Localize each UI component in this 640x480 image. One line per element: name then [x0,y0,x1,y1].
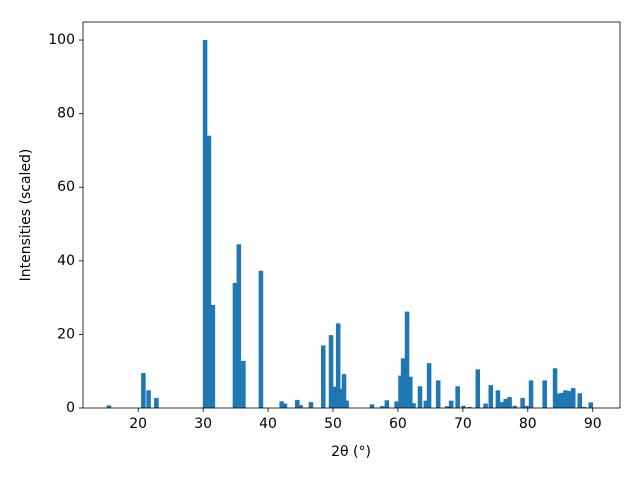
bar [141,373,146,408]
bar [258,270,264,408]
bar [411,403,416,408]
bar [328,335,334,408]
bar [106,405,112,408]
bar [232,282,238,408]
bar [567,391,572,408]
bar [507,396,512,408]
y-tick-label: 20 [57,326,75,342]
bar [552,368,558,408]
bar [295,399,300,408]
y-tick-label: 80 [57,106,75,122]
bar [581,406,586,408]
x-axis-label: 2θ (°) [331,444,371,460]
bar [528,380,534,408]
bar [426,363,432,408]
bar [332,386,338,408]
bar [467,406,472,408]
bar [520,398,525,408]
bar [335,323,341,408]
bar [417,386,423,408]
bar [495,390,501,408]
x-tick-label: 20 [129,416,147,432]
bar [435,380,441,408]
y-tick-label: 100 [48,32,75,48]
bar [563,390,568,408]
bar [542,380,547,408]
bar [341,374,347,408]
y-tick-label: 0 [66,400,75,416]
bar [404,311,410,408]
bar [202,40,208,408]
bar [369,404,375,408]
bar [455,386,460,408]
bar [588,402,594,408]
bar [384,400,390,408]
bar [577,393,583,408]
bar [499,402,505,408]
y-axis-label: Intensities (scaled) [18,149,34,282]
bar [400,358,406,408]
bar [236,244,242,408]
y-tick-label: 60 [57,179,75,195]
x-tick-label: 40 [259,416,277,432]
bar [556,393,561,408]
bar [210,304,216,408]
bar [483,403,488,408]
x-tick-label: 90 [584,416,602,432]
x-tick-label: 70 [454,416,472,432]
bar [423,400,429,408]
bar [461,405,466,408]
y-tick-label: 40 [57,253,75,269]
bar [282,403,288,408]
bar [154,398,159,408]
bar [488,385,494,408]
bar [344,400,349,408]
bar [475,369,481,408]
bar [559,392,564,408]
bar [503,398,508,408]
bar [448,400,454,408]
bar [241,360,246,408]
bar [339,388,344,408]
bar [308,402,314,408]
bar [279,401,284,408]
bar [380,406,385,408]
plot-frame [82,21,621,409]
bar [394,401,399,408]
bar [407,376,413,408]
bar [206,135,212,408]
x-tick-label: 50 [324,416,342,432]
x-tick-label: 30 [194,416,212,432]
bar [298,405,303,408]
bar [445,406,450,408]
x-tick-label: 60 [389,416,407,432]
bar [524,405,529,408]
bar [320,345,326,408]
bar [146,390,151,408]
bar [512,405,518,408]
bar [570,388,576,408]
bar [398,375,403,408]
x-tick-label: 80 [519,416,537,432]
